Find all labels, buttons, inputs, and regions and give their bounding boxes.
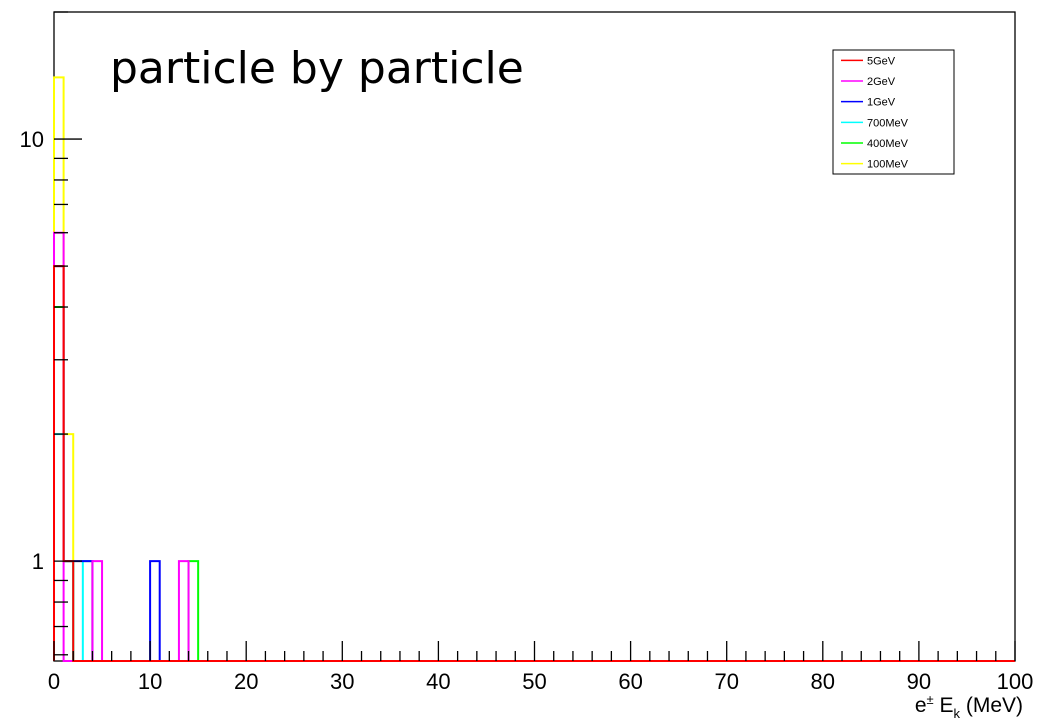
axes	[53, 11, 1016, 661]
x-axis-label-sub: k	[954, 706, 961, 721]
legend-box	[832, 49, 955, 175]
legend-entry-2GeV: 2GeV	[867, 76, 896, 88]
bar-400MeV-2	[189, 561, 199, 661]
legend-entry-100MeV: 100MeV	[867, 159, 909, 171]
x-tick-label: 20	[234, 669, 258, 694]
legend-entry-400MeV: 400MeV	[867, 138, 909, 150]
legend: 5GeV 2GeV 1GeV 700MeV 400MeV 100MeV	[832, 49, 955, 175]
x-axis-label-base: e	[915, 694, 927, 717]
histogram-series	[53, 76, 1015, 662]
legend-entry-700MeV: 700MeV	[867, 117, 909, 129]
y-tick-label: 10	[20, 127, 44, 152]
legend-entry-1GeV: 1GeV	[867, 97, 896, 109]
x-tick-label: 100	[997, 669, 1034, 694]
series-5GeV-line	[53, 265, 1015, 662]
x-axis-label: e± Ek (MeV)	[915, 692, 1023, 721]
x-tick-label: 50	[522, 669, 546, 694]
bar-2GeV-1	[92, 561, 102, 661]
x-tick-label: 0	[48, 669, 60, 694]
bar-1GeV-3	[83, 561, 93, 661]
bar-5GeV-1	[64, 561, 74, 661]
x-tick-label: 60	[618, 669, 642, 694]
x-tick-label: 30	[330, 669, 354, 694]
bar-1GeV-4	[150, 561, 160, 661]
x-axis-label-sup: ±	[927, 692, 934, 707]
y-tick-label: 1	[32, 549, 44, 574]
x-tick-label: 90	[907, 669, 931, 694]
x-axis-label-mid: E	[934, 694, 954, 717]
legend-entry-5GeV: 5GeV	[867, 55, 896, 67]
x-tick-label: 10	[138, 669, 162, 694]
bar-2GeV-2	[179, 561, 189, 661]
x-tick-label: 70	[714, 669, 738, 694]
bar-1GeV-2	[73, 561, 83, 661]
chart-title: particle by particle	[110, 43, 524, 94]
x-axis-label-tail: (MeV)	[960, 694, 1023, 717]
x-tick-label: 40	[426, 669, 450, 694]
x-tick-label: 80	[811, 669, 835, 694]
